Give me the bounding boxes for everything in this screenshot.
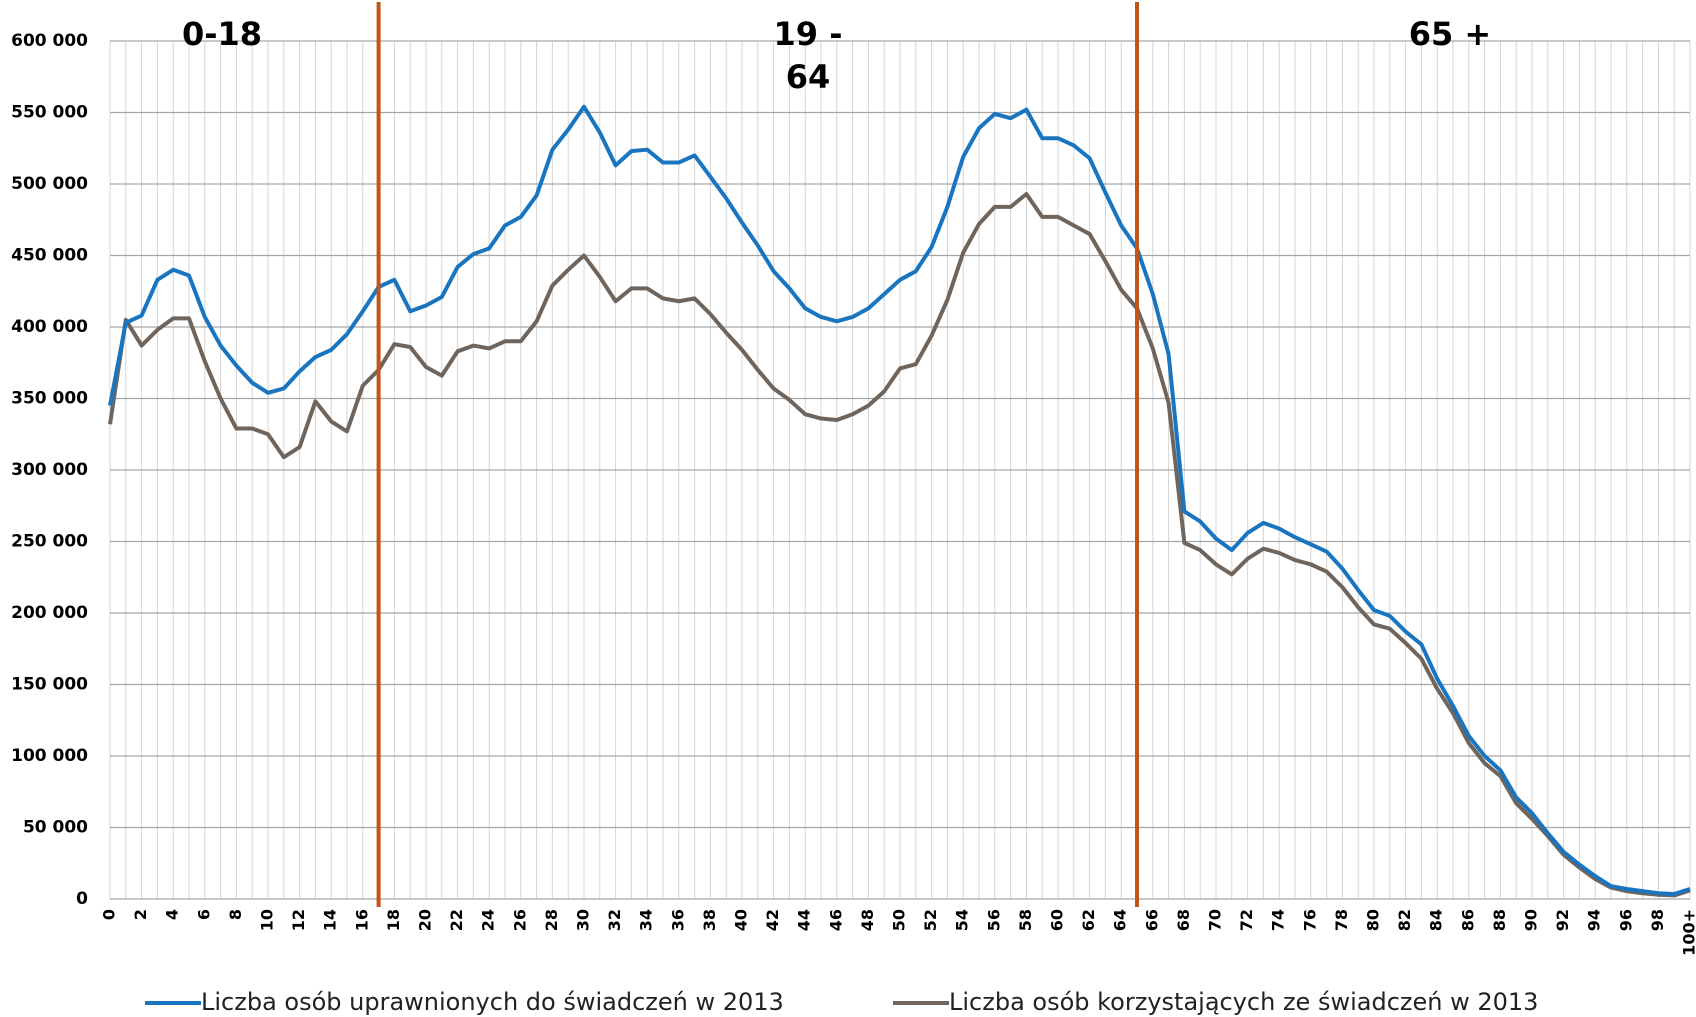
x-tick-label: 2 [131, 909, 150, 920]
y-tick-label: 450 000 [11, 246, 88, 266]
x-tick-label: 94 [1585, 909, 1604, 931]
y-tick-label: 100 000 [11, 746, 88, 766]
region-label: 64 [786, 58, 831, 96]
legend-label: Liczba osób korzystających ze świadczeń … [949, 988, 1538, 1016]
x-tick-label: 100+ [1680, 909, 1696, 956]
x-tick-label: 28 [542, 909, 561, 931]
series-line [108, 192, 1691, 898]
x-tick-label: 56 [984, 909, 1003, 931]
y-tick-label: 550 000 [11, 103, 88, 123]
x-tick-label: 24 [479, 909, 498, 931]
x-tick-label: 12 [289, 909, 308, 931]
x-tick-label: 4 [163, 909, 182, 920]
x-tick-label: 78 [1332, 909, 1351, 931]
x-tick-label: 60 [1048, 909, 1067, 931]
x-tick-label: 72 [1237, 909, 1256, 931]
x-tick-label: 64 [1111, 909, 1130, 931]
series-line [108, 104, 1691, 896]
x-tick-label: 38 [700, 909, 719, 931]
x-tick-label: 52 [921, 909, 940, 931]
x-tick-label: 10 [258, 909, 277, 931]
x-tick-label: 40 [732, 909, 751, 931]
x-tick-label: 26 [510, 909, 529, 931]
x-tick-label: 84 [1427, 909, 1446, 931]
x-tick-label: 18 [384, 909, 403, 931]
x-tick-label: 0 [100, 909, 119, 920]
x-tick-label: 54 [953, 909, 972, 931]
y-tick-label: 50 000 [23, 818, 88, 838]
x-tick-label: 58 [1016, 909, 1035, 931]
x-tick-label: 30 [574, 909, 593, 931]
y-tick-label: 0 [76, 889, 88, 909]
x-tick-label: 66 [1142, 909, 1161, 931]
x-tick-label: 34 [637, 909, 656, 931]
y-tick-label: 400 000 [11, 317, 88, 337]
x-tick-label: 98 [1648, 909, 1667, 931]
region-label: 0-18 [182, 15, 262, 53]
x-tick-label: 62 [1079, 909, 1098, 931]
x-tick-label: 14 [321, 909, 340, 931]
x-tick-label: 92 [1553, 909, 1572, 931]
x-tick-label: 48 [858, 909, 877, 931]
x-tick-label: 42 [763, 909, 782, 931]
x-tick-label: 32 [605, 909, 624, 931]
legend-label: Liczba osób uprawnionych do świadczeń w … [201, 988, 784, 1016]
y-tick-label: 300 000 [11, 460, 88, 480]
x-tick-label: 70 [1206, 909, 1225, 931]
x-tick-label: 80 [1364, 909, 1383, 931]
x-tick-label: 44 [795, 909, 814, 931]
x-tick-label: 90 [1522, 909, 1541, 931]
y-tick-label: 600 000 [11, 31, 88, 51]
y-tick-label: 350 000 [11, 389, 88, 409]
y-tick-label: 500 000 [11, 174, 88, 194]
y-tick-label: 250 000 [11, 532, 88, 552]
x-tick-label: 6 [194, 909, 213, 920]
x-tick-label: 16 [352, 909, 371, 931]
x-tick-label: 86 [1458, 909, 1477, 931]
x-tick-label: 36 [668, 909, 687, 931]
x-tick-label: 46 [826, 909, 845, 931]
y-tick-label: 150 000 [11, 675, 88, 695]
x-tick-label: 74 [1269, 909, 1288, 931]
x-tick-label: 82 [1395, 909, 1414, 931]
x-tick-label: 8 [226, 909, 245, 920]
x-tick-label: 68 [1174, 909, 1193, 931]
region-label: 65 + [1409, 15, 1491, 53]
x-tick-label: 22 [447, 909, 466, 931]
x-tick-label: 20 [416, 909, 435, 931]
x-tick-label: 96 [1616, 909, 1635, 931]
x-tick-label: 76 [1300, 909, 1319, 931]
x-tick-label: 50 [890, 909, 909, 931]
region-label: 19 - [774, 15, 843, 53]
y-tick-label: 200 000 [11, 603, 88, 623]
x-tick-label: 88 [1490, 909, 1509, 931]
